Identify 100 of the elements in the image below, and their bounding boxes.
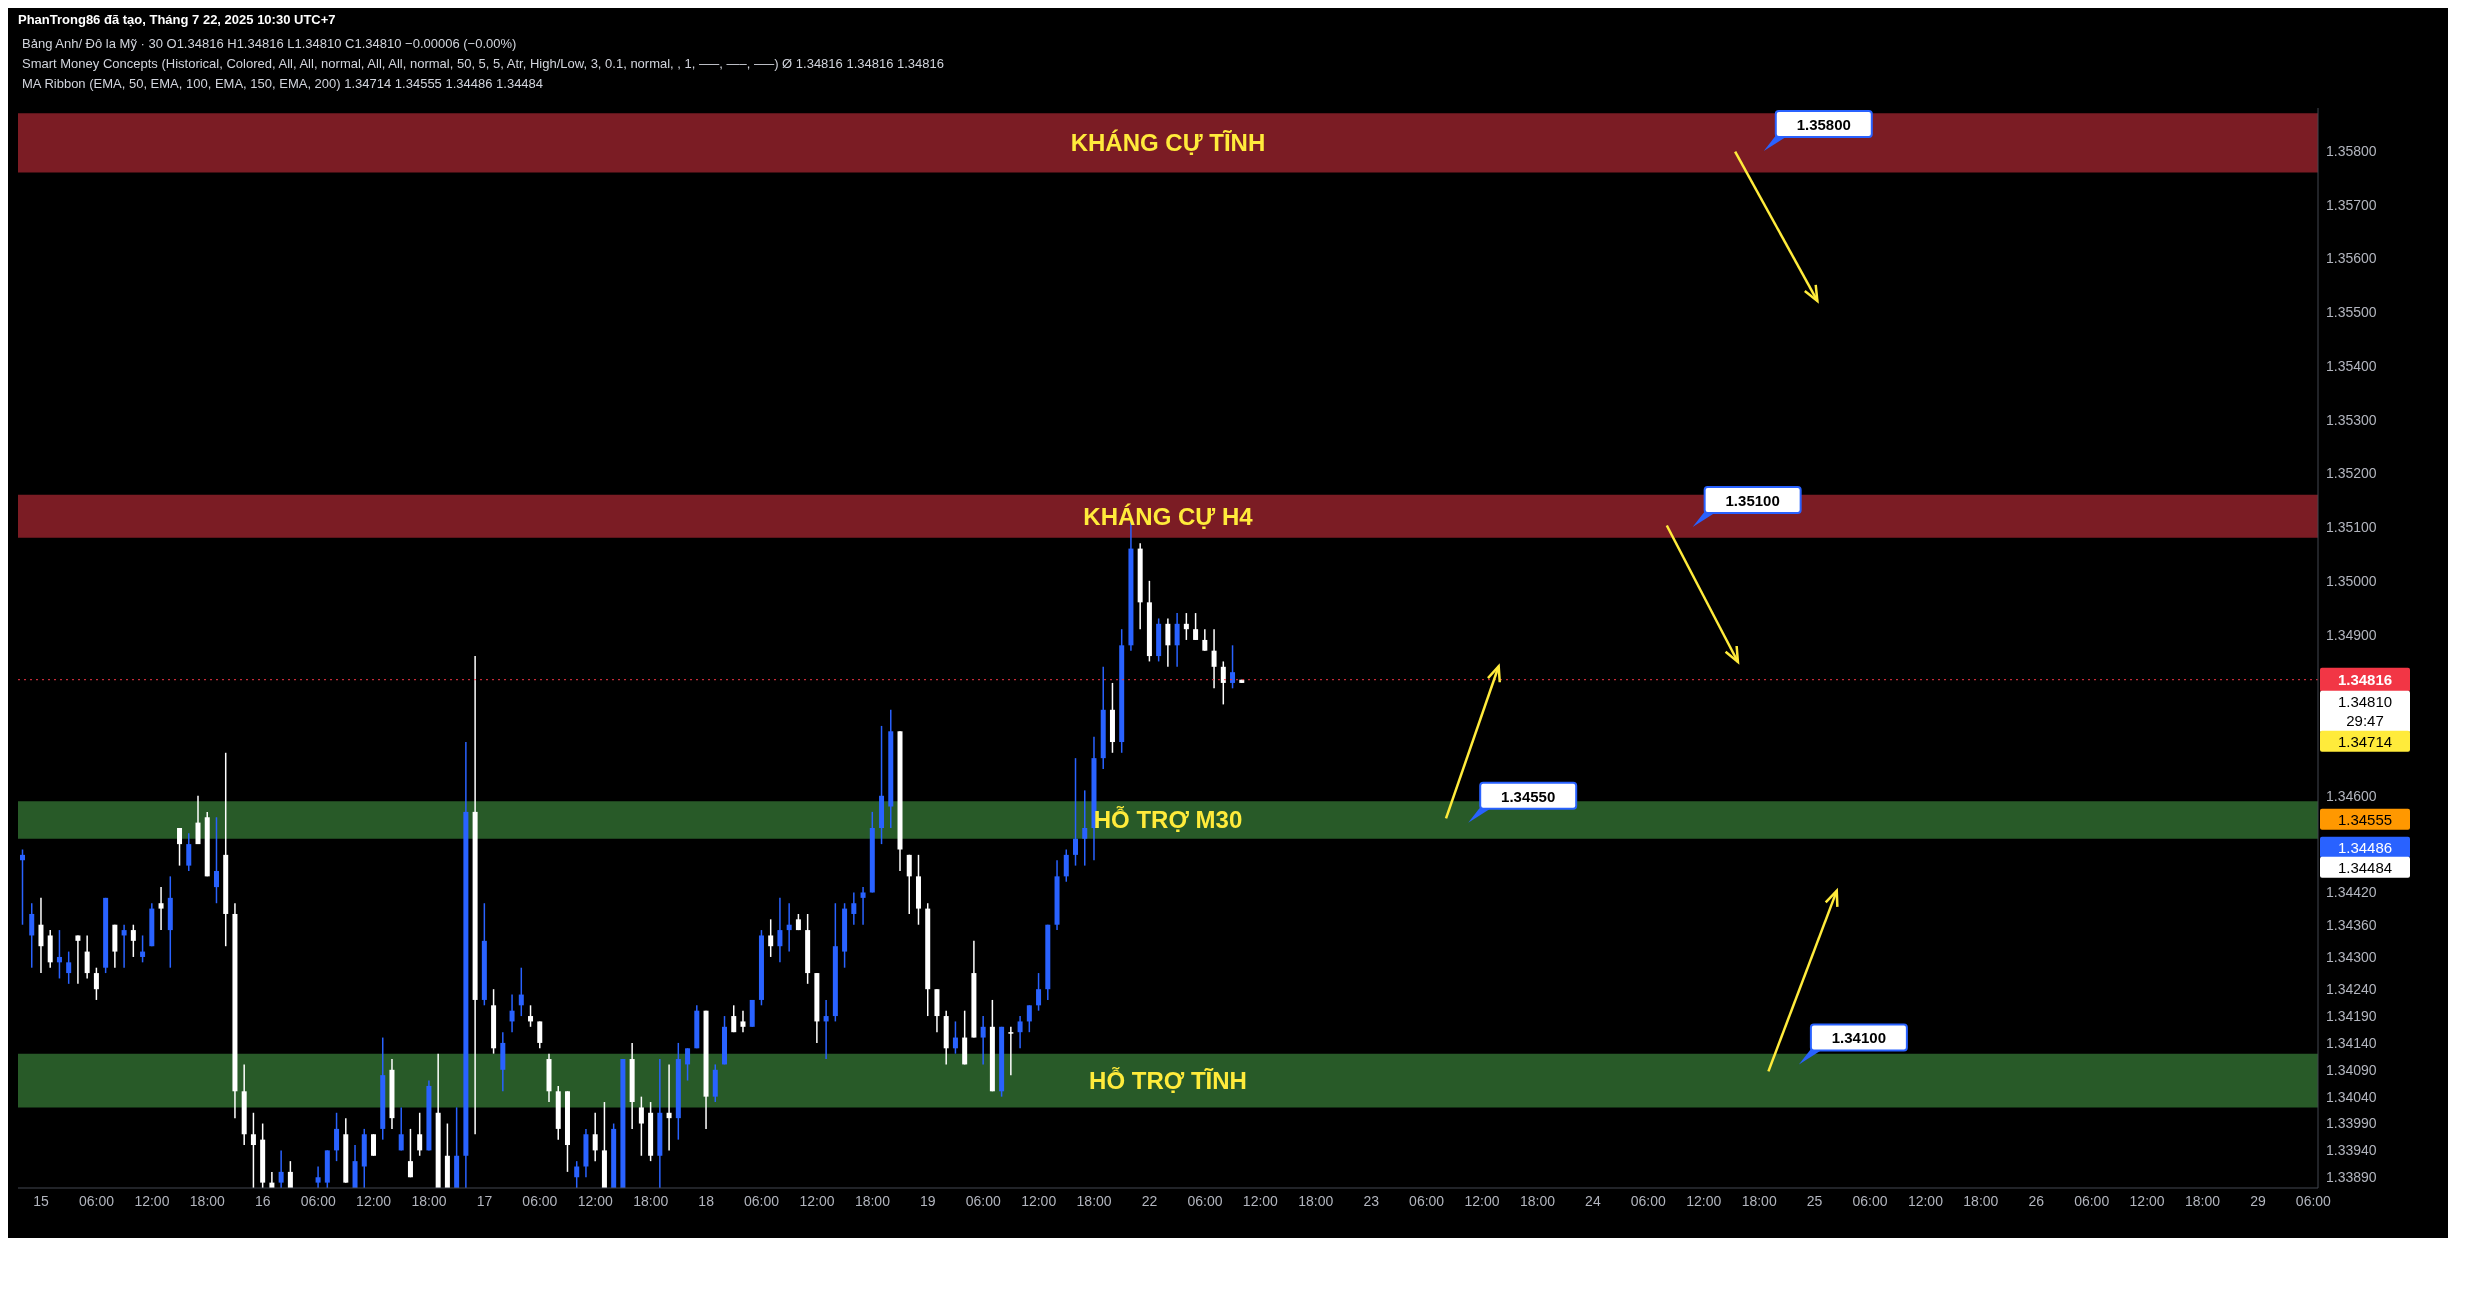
x-tick-label: 18:00: [2185, 1192, 2221, 1209]
text: 1.34810 29:47: [2337, 692, 2393, 729]
candlestick: [20, 848, 25, 926]
y-tick-label: 1.33890: [2326, 1169, 2377, 1186]
candlestick: [75, 934, 81, 985]
candlestick: [1211, 628, 1217, 690]
x-tick-label: 18:00: [189, 1192, 226, 1209]
candlestick: [38, 897, 44, 974]
chart-subtitle: Bảng Anh/ Đô la Mỹ · 30 O1.34816 H1.34816 L1.34810 C1.34810 −0.00006 (−0.00%): [22, 36, 517, 51]
candlestick: [158, 886, 164, 931]
candlestick: [195, 795, 201, 845]
candlestick: [906, 854, 912, 915]
candlestick: [952, 1020, 958, 1055]
candlestick: [121, 923, 127, 969]
candlestick: [84, 934, 90, 980]
y-tick-label: 1.35300: [2326, 411, 2377, 428]
candlestick: [1063, 848, 1069, 883]
candlestick: [130, 923, 136, 958]
candlestick: [1174, 612, 1180, 668]
candlestick: [1073, 757, 1079, 867]
text: Smart Money Concepts (Historical, Colored, All, All, normal, All, All, normal, 50, 5, 5, Atr, High/Low, 3, 0.1, normal, , 1, —–, —–, —–) Ø 1.34816 1.34816 1.34816: [22, 56, 945, 71]
y-tick-label: 1.33990: [2326, 1115, 2377, 1132]
text: 1.34486: [2337, 838, 2393, 856]
candlestick: [1183, 612, 1189, 641]
x-tick-label: 18:00: [1298, 1192, 1334, 1209]
candlestick: [666, 1063, 672, 1152]
candlestick: [731, 1004, 737, 1033]
x-tick-label: 18:00: [854, 1192, 891, 1209]
x-tick-label: 06:00: [744, 1192, 780, 1209]
candlestick: [528, 1004, 534, 1028]
y-tick-label: 1.35100: [2326, 519, 2377, 536]
y-tick-label: 1.35700: [2326, 196, 2377, 213]
y-tick-label: 1.35600: [2326, 250, 2377, 267]
x-tick-label: 18:00: [411, 1192, 447, 1209]
candlestick: [287, 1160, 293, 1188]
x-tick-label: 18:00: [1963, 1192, 1999, 1209]
x-tick-label: 19: [920, 1192, 936, 1209]
y-tick-label: 1.34600: [2326, 787, 2377, 804]
candlestick: [1082, 789, 1088, 867]
candlestick: [213, 816, 219, 904]
candlestick: [980, 1015, 986, 1066]
text: 1.34555: [2337, 810, 2393, 828]
x-tick-label: 17: [476, 1192, 493, 1209]
x-tick-label: 06:00: [2074, 1192, 2110, 1209]
candlestick: [685, 1047, 691, 1082]
x-tick-label: 06:00: [1409, 1192, 1445, 1209]
text: 1.34714: [2337, 732, 2393, 750]
x-tick-label: 12:00: [2129, 1192, 2165, 1209]
candlestick: [417, 1112, 423, 1157]
candlestick: [1193, 612, 1199, 641]
candlestick: [1230, 644, 1236, 690]
x-tick-label: 12:00: [799, 1192, 835, 1209]
y-tick-label: 1.34900: [2326, 626, 2377, 643]
candlestick: [66, 950, 72, 985]
x-tick-label: 12:00: [1464, 1192, 1500, 1209]
candlestick: [1026, 1004, 1032, 1033]
candlestick: [93, 966, 99, 1001]
candlestick: [1202, 628, 1208, 652]
candlestick: [574, 1160, 580, 1188]
band-label: KHÁNG CỰ H4: [1083, 502, 1254, 530]
x-tick-label: 26: [2028, 1192, 2045, 1209]
annotation: 1.34100: [1831, 1029, 1886, 1047]
x-tick-label: 16: [254, 1192, 271, 1209]
x-tick-label: 18:00: [633, 1192, 669, 1209]
candlestick: [1017, 1015, 1023, 1050]
y-tick-label: 1.35400: [2326, 357, 2377, 374]
x-tick-label: 18:00: [1519, 1192, 1556, 1209]
band-label: KHÁNG CỰ TĨNH: [1070, 129, 1266, 157]
band-label: HỖ TRỢ TĨNH: [1089, 1066, 1247, 1095]
candlestick: [278, 1149, 284, 1188]
x-tick-label: 15: [33, 1192, 50, 1209]
x-tick-label: 12:00: [134, 1192, 170, 1209]
x-tick-label: 18: [698, 1192, 715, 1209]
candlestick: [537, 1020, 543, 1050]
candlestick: [177, 827, 183, 867]
x-tick-label: 06:00: [965, 1192, 1001, 1209]
x-tick-label: 23: [1363, 1192, 1380, 1209]
y-tick-label: 1.34090: [2326, 1061, 2377, 1078]
candlestick: [823, 999, 829, 1060]
text: 1.34484: [2337, 858, 2393, 876]
x-tick-label: 29: [2250, 1192, 2266, 1209]
candlestick: [740, 1009, 746, 1033]
annotation: 1.35100: [1725, 492, 1780, 510]
x-tick-label: 12:00: [1242, 1192, 1279, 1209]
y-tick-label: 1.35800: [2326, 142, 2377, 159]
x-tick-label: 25: [1806, 1192, 1823, 1209]
candlestick: [29, 902, 35, 969]
candlestick: [140, 934, 146, 964]
candlestick: [407, 1128, 413, 1178]
annotation: 1.34550: [1501, 787, 1556, 805]
candlestick: [315, 1165, 321, 1188]
candlestick: [509, 993, 515, 1033]
x-tick-label: 06:00: [1852, 1192, 1888, 1209]
y-tick-label: 1.33940: [2326, 1142, 2377, 1159]
y-tick-label: 1.35500: [2326, 304, 2377, 321]
candlestick: [860, 886, 866, 926]
candlestick: [371, 1133, 376, 1157]
annotation: 1.35800: [1796, 115, 1851, 133]
candlestick: [56, 929, 62, 980]
x-tick-label: 06:00: [522, 1192, 558, 1209]
